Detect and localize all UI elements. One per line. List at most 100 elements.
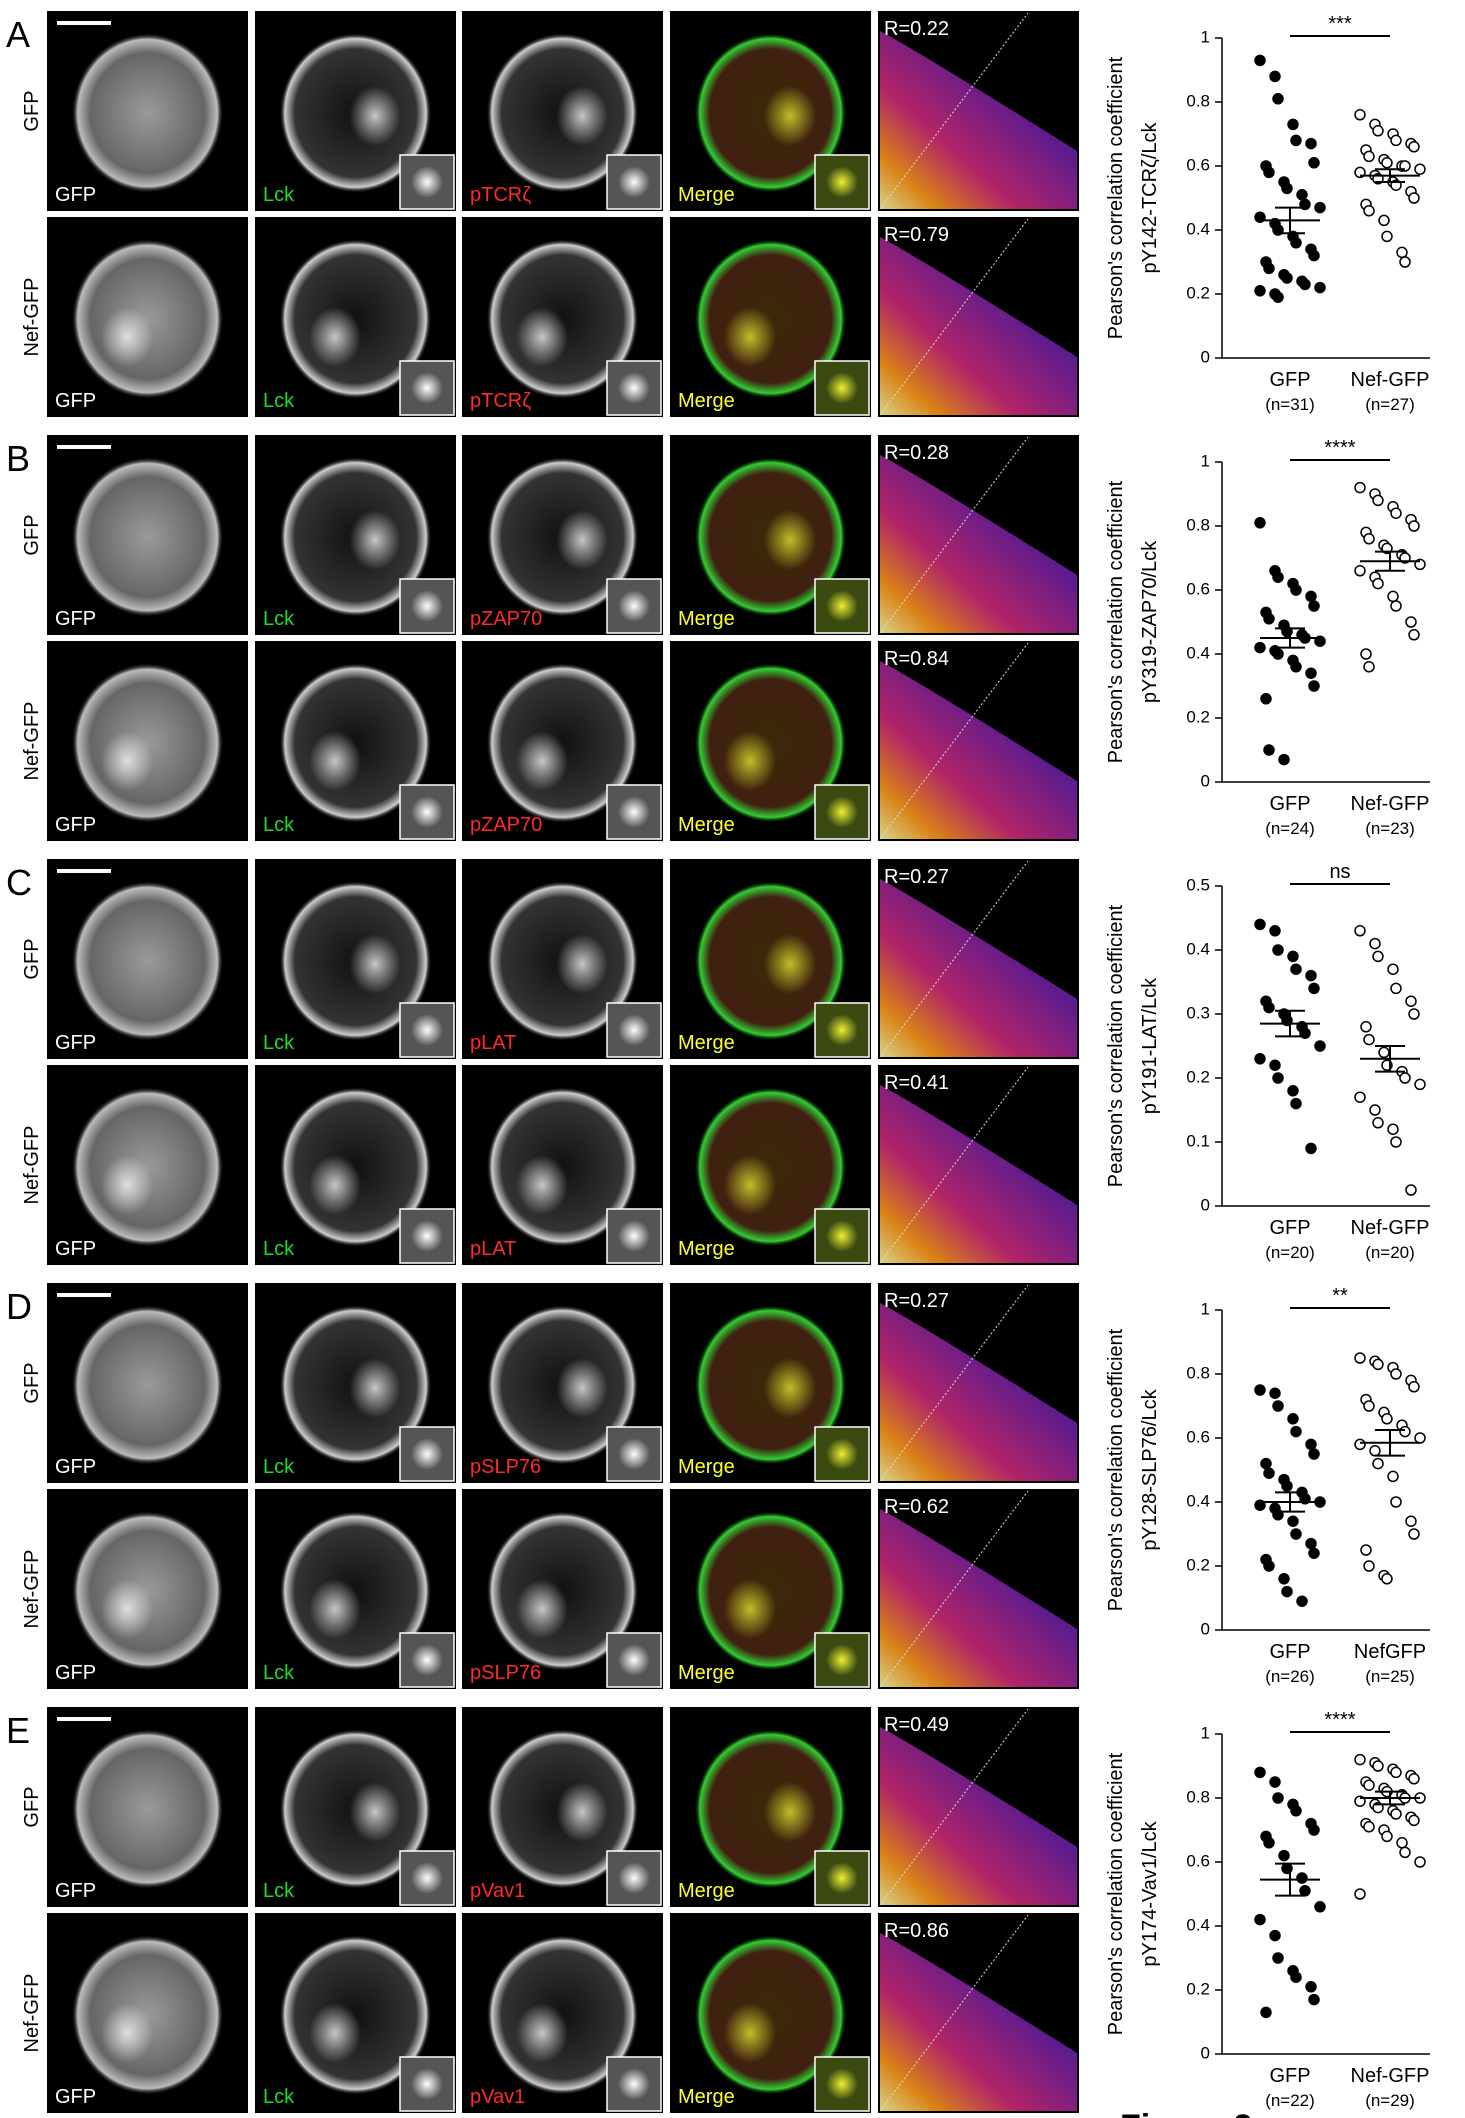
- synapse: [724, 307, 776, 367]
- data-point: [1364, 1780, 1374, 1790]
- data-point: [1355, 483, 1365, 493]
- x-tick-label: GFP: [1269, 1217, 1310, 1239]
- data-point: [1273, 572, 1283, 582]
- data-point: [1255, 55, 1265, 65]
- y-tick-label: 0.1: [1186, 1131, 1210, 1150]
- data-point: [1391, 983, 1401, 993]
- y-tick-label: 0.8: [1186, 515, 1210, 534]
- data-point: [1400, 1427, 1410, 1437]
- data-point: [1291, 1806, 1301, 1816]
- inset-spot: [826, 1862, 858, 1894]
- inset-spot: [826, 2068, 858, 2100]
- n-label: (n=22): [1265, 2091, 1315, 2110]
- channel-label: Lck: [263, 184, 295, 206]
- data-point: [1270, 1777, 1280, 1787]
- inset-spot: [618, 590, 650, 622]
- inset-spot: [411, 166, 443, 198]
- channel-label: Merge: [678, 2086, 735, 2108]
- data-point: [1364, 1401, 1374, 1411]
- synapse: [516, 731, 568, 791]
- data-point: [1306, 1982, 1316, 1992]
- n-label: (n=26): [1265, 1667, 1315, 1686]
- data-point: [1306, 668, 1316, 678]
- inset-spot: [618, 796, 650, 828]
- x-tick-label: Nef-GFP: [1351, 793, 1430, 815]
- data-point: [1261, 694, 1271, 704]
- data-point: [1397, 247, 1407, 257]
- data-point: [1270, 1931, 1280, 1941]
- channel-label: GFP: [55, 1662, 96, 1684]
- synapse: [309, 1579, 361, 1639]
- y-tick-label: 0.2: [1186, 1067, 1210, 1086]
- data-point: [1409, 142, 1419, 152]
- y-tick-label: 0.4: [1186, 1491, 1210, 1510]
- row-label: Nef-GFP: [21, 1974, 43, 2053]
- inset-spot: [411, 1220, 443, 1252]
- data-point: [1270, 1388, 1280, 1398]
- data-point: [1291, 1529, 1301, 1539]
- channel-label: Merge: [678, 1238, 735, 1260]
- y-tick-label: 0.8: [1186, 1363, 1210, 1382]
- data-point: [1409, 1529, 1419, 1539]
- synapse: [349, 934, 401, 994]
- row-label: GFP: [21, 514, 43, 555]
- y-tick-label: 0: [1201, 1195, 1210, 1214]
- y-axis-label: pY174-Vav1/Lck: [1139, 1820, 1161, 1966]
- data-point: [1388, 1124, 1398, 1134]
- figure: AGFPGFPLckpTCRζMergeR=0.22Nef-GFPGFPLckp…: [0, 0, 1465, 2118]
- synapse: [516, 307, 568, 367]
- y-tick-label: 0.4: [1186, 939, 1210, 958]
- data-point: [1291, 238, 1301, 248]
- data-point: [1273, 292, 1283, 302]
- data-point: [1355, 566, 1365, 576]
- data-point: [1364, 1822, 1374, 1832]
- x-tick-label: GFP: [1269, 369, 1310, 391]
- r-value: R=0.79: [884, 224, 949, 246]
- data-point: [1391, 601, 1401, 611]
- data-point: [1291, 135, 1301, 145]
- data-point: [1355, 1092, 1365, 1102]
- synapse: [764, 86, 816, 146]
- data-point: [1409, 193, 1419, 203]
- data-point: [1409, 521, 1419, 531]
- data-point: [1397, 1838, 1407, 1848]
- channel-label: Lck: [263, 1456, 295, 1478]
- channel-label: Lck: [263, 608, 295, 630]
- synapse: [101, 1579, 153, 1639]
- channel-label: Merge: [678, 1032, 735, 1054]
- data-point: [1373, 1118, 1383, 1128]
- y-tick-label: 0.8: [1186, 91, 1210, 110]
- data-point: [1291, 1427, 1301, 1437]
- x-tick-label: GFP: [1269, 793, 1310, 815]
- data-point: [1291, 662, 1301, 672]
- channel-label: GFP: [55, 184, 96, 206]
- x-tick-label: Nef-GFP: [1351, 369, 1430, 391]
- row-label: Nef-GFP: [21, 278, 43, 357]
- significance: ns: [1329, 861, 1350, 883]
- row-label: Nef-GFP: [21, 1126, 43, 1205]
- y-tick-label: 0: [1201, 771, 1210, 790]
- channel-label: GFP: [55, 390, 96, 412]
- data-point: [1355, 1353, 1365, 1363]
- synapse: [724, 1155, 776, 1215]
- y-tick-label: 0.4: [1186, 1915, 1210, 1934]
- synapse: [101, 307, 153, 367]
- channel-label: pVav1: [470, 2086, 525, 2108]
- data-point: [1306, 591, 1316, 601]
- y-tick-label: 0.6: [1186, 1851, 1210, 1870]
- channel-label: pZAP70: [470, 814, 542, 836]
- y-tick-label: 0.2: [1186, 1555, 1210, 1574]
- x-tick-label: Nef-GFP: [1351, 2065, 1430, 2087]
- channel-label: Lck: [263, 1880, 295, 1902]
- data-point: [1309, 681, 1319, 691]
- channel-label: GFP: [55, 814, 96, 836]
- data-point: [1255, 286, 1265, 296]
- data-point: [1364, 151, 1374, 161]
- channel-label: Merge: [678, 1662, 735, 1684]
- channel-label: GFP: [55, 608, 96, 630]
- data-point: [1370, 1105, 1380, 1115]
- y-tick-label: 0: [1201, 347, 1210, 366]
- data-point: [1306, 1539, 1316, 1549]
- channel-label: Lck: [263, 1238, 295, 1260]
- data-point: [1388, 964, 1398, 974]
